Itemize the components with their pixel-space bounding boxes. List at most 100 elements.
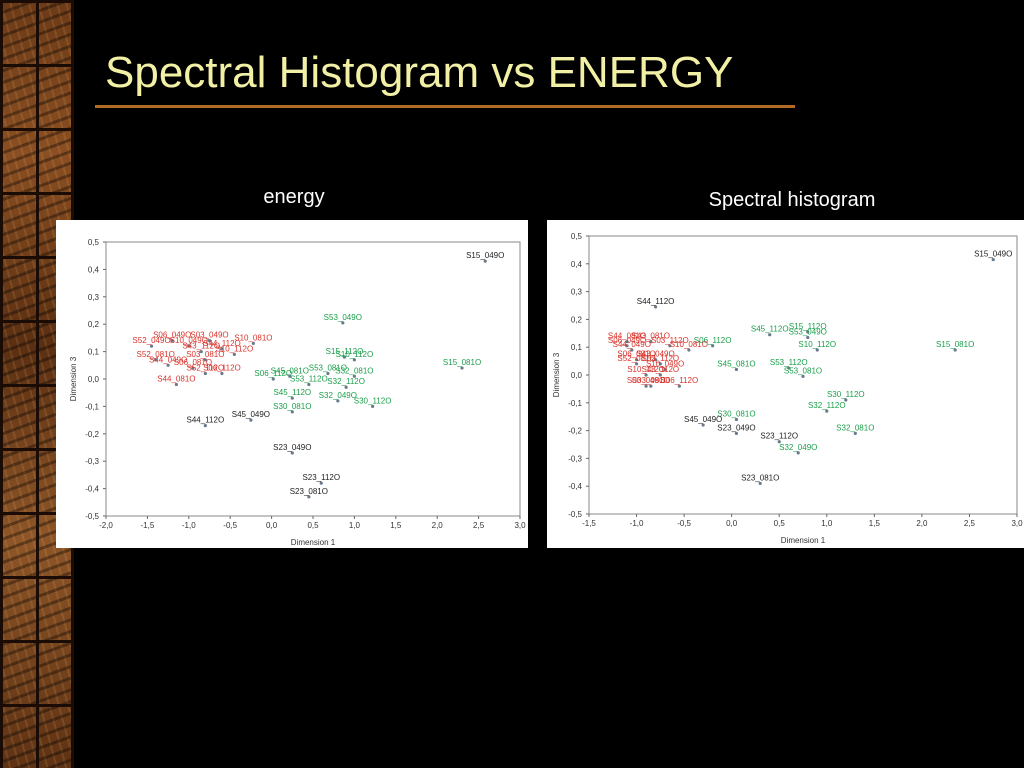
data-point <box>483 259 487 263</box>
data-point <box>711 344 715 348</box>
data-point-label: S53_049O <box>324 313 362 322</box>
data-point-label: S10_112O <box>216 344 254 353</box>
data-point-label: S32_049O <box>779 443 817 452</box>
data-point-label: S52_049O <box>132 336 170 345</box>
data-point-label: S53_081O <box>309 364 347 373</box>
sidebar-frame-line <box>0 192 74 195</box>
data-point-label: S44_112O <box>203 339 241 348</box>
data-point-label: S15_049O <box>974 250 1012 259</box>
x-tick-label: -1,5 <box>141 521 155 530</box>
data-point <box>634 358 639 362</box>
data-point-label: S45_112O <box>751 325 789 334</box>
data-point <box>319 481 323 485</box>
data-point-label: S06_112O <box>254 369 292 378</box>
chart-label-spectral-histogram: Spectral histogram <box>708 189 876 211</box>
chart-panel-energy: -2,0 -1,5 -1,0 -0,5 0,0 0,5 1,0 1,5 2,0 2,5 3,0 0,5… <box>56 220 528 548</box>
data-point-label: S15_049O <box>466 251 504 260</box>
x-tick-label: 2,0 <box>432 521 444 530</box>
data-point <box>801 374 805 378</box>
x-tick-label: -2,0 <box>99 521 113 530</box>
data-point <box>734 367 739 372</box>
data-point <box>336 399 340 403</box>
x-tick-label: -1,0 <box>630 519 644 528</box>
data-point <box>352 358 356 362</box>
data-point-label: S32_081O <box>836 423 874 432</box>
data-point <box>371 404 375 408</box>
data-point <box>768 333 772 337</box>
data-point-label: S43_049O <box>636 350 674 359</box>
data-point-label: S10_081O <box>670 340 708 349</box>
data-point <box>734 431 739 435</box>
data-point-label: S06_112O <box>694 336 732 345</box>
data-point-label: S32_081O <box>335 366 373 375</box>
data-point <box>677 384 681 388</box>
sidebar-frame-line <box>0 0 74 3</box>
data-point-label: S30_112O <box>827 390 865 399</box>
data-point-label: S32_112O <box>808 401 846 410</box>
x-tick-label: -0,5 <box>677 519 691 528</box>
y-tick-label: 0,3 <box>571 288 583 297</box>
data-point <box>777 440 781 444</box>
x-axis-label: Dimension 1 <box>781 536 826 545</box>
sidebar-frame-line <box>0 640 74 643</box>
y-tick-label: 0,3 <box>88 293 100 302</box>
y-tick-label: 0,5 <box>571 232 583 241</box>
chart-panel-spectral-histogram: -1,5 -1,0 -0,5 0,0 0,5 1,0 1,5 2,0 2,5 3,0 0,5 0,4 0… <box>547 220 1024 548</box>
x-tick-label: 1,5 <box>869 519 881 528</box>
data-point-label: S23_081O <box>741 473 779 482</box>
data-point <box>625 340 629 344</box>
y-tick-label: 0,4 <box>571 260 583 269</box>
sidebar-frame-line <box>0 256 74 259</box>
data-point-label: S45_049O <box>684 415 722 424</box>
data-point <box>249 418 253 422</box>
x-tick-label: 0,0 <box>266 521 278 530</box>
data-point <box>174 382 178 387</box>
sidebar-frame-line <box>0 320 74 323</box>
x-tick-label: 1,5 <box>390 521 402 530</box>
y-tick-label: -0,1 <box>85 402 99 411</box>
x-tick-label: 0,5 <box>307 521 319 530</box>
data-point-label: S32_049O <box>319 391 357 400</box>
data-point <box>220 347 224 351</box>
data-point <box>290 396 294 400</box>
data-point-label: S03_049O <box>190 331 228 340</box>
data-point-label: S53_081O <box>784 366 822 375</box>
data-point <box>853 431 857 435</box>
x-tick-label: 1,0 <box>349 521 361 530</box>
data-point-label: S53_112O <box>290 374 328 383</box>
data-point <box>326 371 330 376</box>
y-tick-label: -0,2 <box>568 427 582 436</box>
data-point <box>806 335 810 340</box>
data-point-label: S23_112O <box>302 473 340 482</box>
data-point <box>290 451 294 455</box>
y-tick-label: -0,3 <box>85 457 99 466</box>
data-point <box>658 362 662 366</box>
data-point <box>806 330 810 334</box>
x-axis-label: Dimension 1 <box>291 538 336 547</box>
sidebar-frame-line <box>0 128 74 131</box>
y-tick-label: -0,2 <box>85 430 99 439</box>
chart-label-energy: energy <box>263 186 325 208</box>
data-point <box>166 363 170 367</box>
data-point <box>191 366 195 370</box>
data-point <box>307 382 311 387</box>
y-tick-label: 0,2 <box>571 315 583 324</box>
y-tick-label: 0,0 <box>88 375 100 384</box>
data-point <box>288 374 292 378</box>
data-point <box>758 481 762 486</box>
data-point-label: S06_112O <box>661 376 699 385</box>
data-point-label: S03_112O <box>651 336 689 345</box>
data-point <box>653 305 658 309</box>
data-point-label: S30_081O <box>717 409 755 418</box>
y-tick-label: -0,1 <box>568 399 582 408</box>
x-tick-label: -1,5 <box>582 519 596 528</box>
data-point <box>207 339 212 343</box>
data-point <box>344 385 348 389</box>
data-point <box>991 258 995 262</box>
data-point <box>170 339 174 343</box>
data-point-label: S45_081O <box>717 359 755 368</box>
data-point-label: S10_081O <box>234 333 272 342</box>
data-point <box>644 373 648 377</box>
data-point-label: S53_112O <box>770 358 808 367</box>
data-point <box>625 344 629 348</box>
